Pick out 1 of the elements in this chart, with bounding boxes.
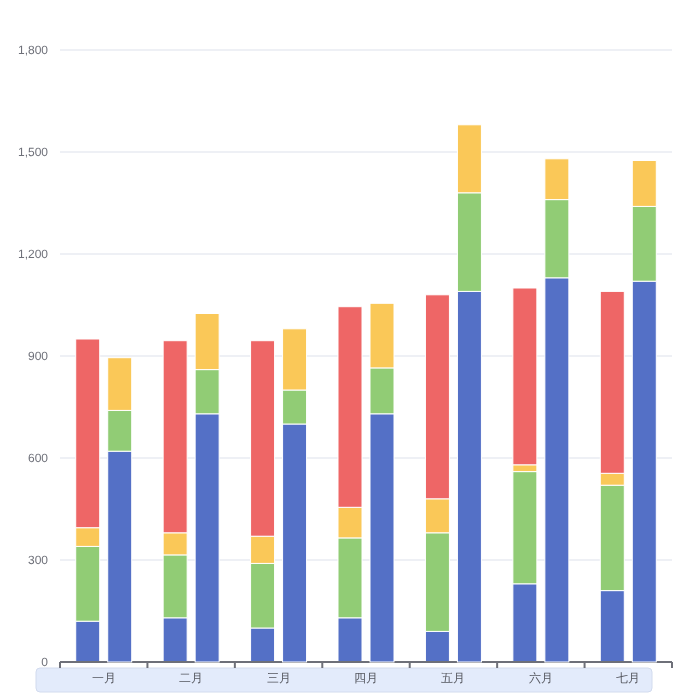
bar bbox=[512, 287, 538, 466]
